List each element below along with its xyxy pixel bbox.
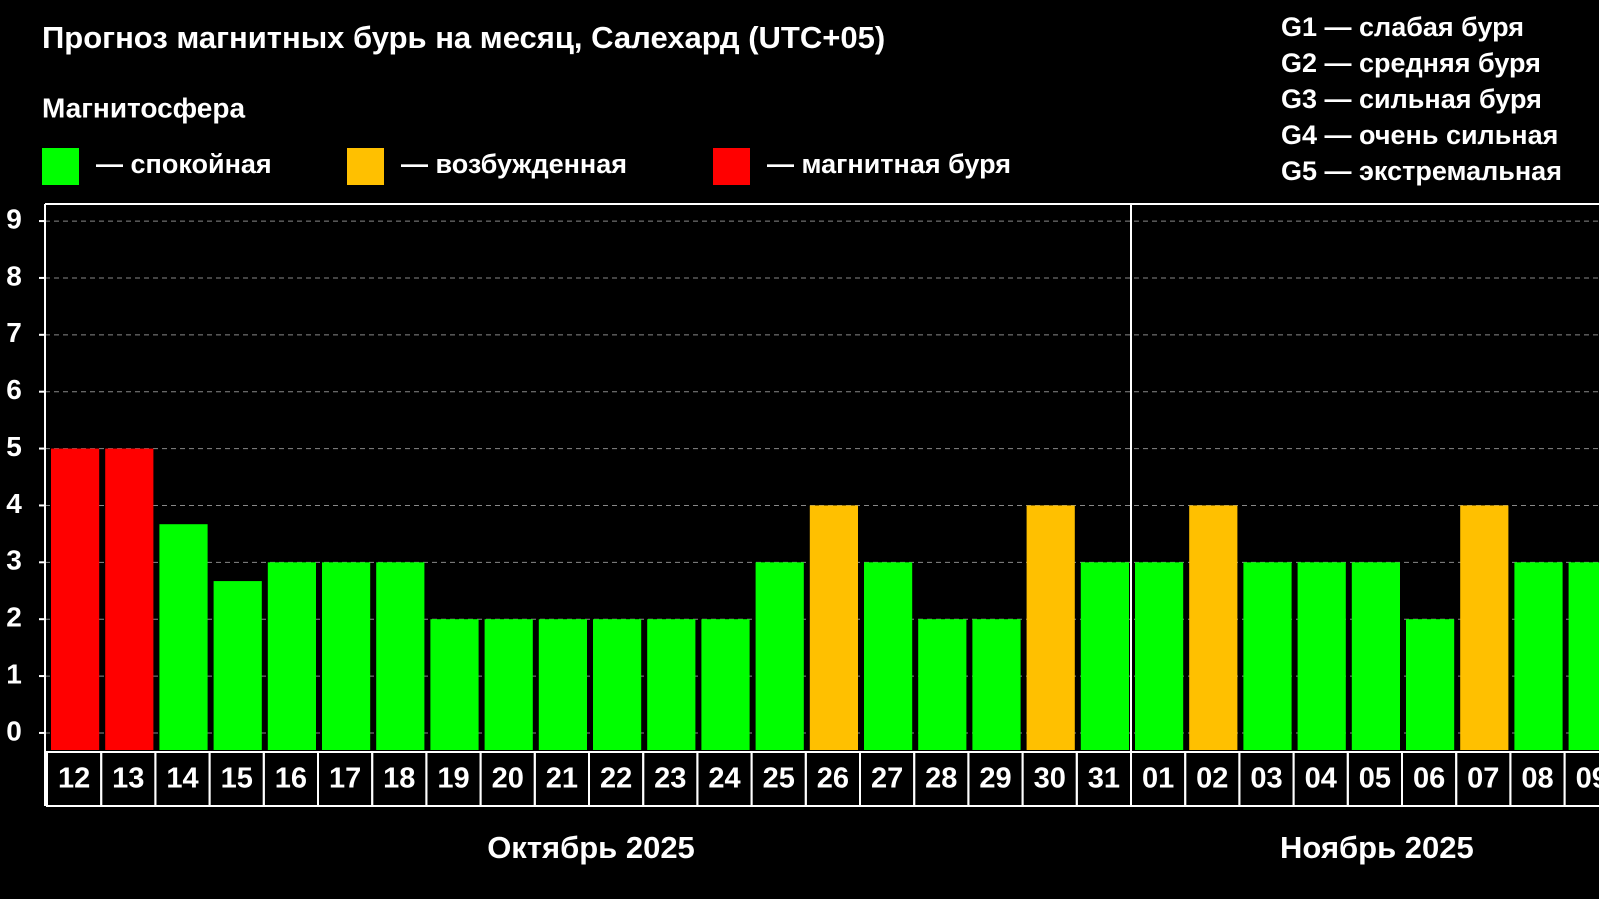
x-tick-label: 01: [1142, 763, 1174, 795]
category-box: [1563, 751, 1599, 807]
bar: [1297, 562, 1346, 750]
bar: [809, 505, 858, 750]
x-tick-label: 20: [492, 763, 524, 795]
legend-label: — магнитная буря: [767, 149, 1011, 179]
bar: [322, 562, 371, 750]
bar: [972, 619, 1021, 750]
bar: [430, 619, 479, 750]
bar: [593, 619, 642, 750]
x-tick-label: 25: [763, 763, 795, 795]
x-tick-label: 30: [1034, 763, 1066, 795]
bar: [1243, 562, 1292, 750]
x-tick-label: 27: [871, 763, 903, 795]
x-tick-label: 03: [1250, 763, 1282, 795]
bar: [484, 619, 533, 750]
storm-scale-note: G4 — очень сильная: [1281, 120, 1558, 150]
x-tick-label: 23: [654, 763, 686, 795]
y-tick-label: 1: [6, 658, 22, 689]
y-tick-label: 5: [6, 431, 22, 462]
storm-scale-note: G3 — сильная буря: [1281, 84, 1542, 114]
legend-label: — возбужденная: [401, 149, 627, 179]
y-tick-label: 0: [6, 715, 22, 746]
x-tick-label: 21: [546, 763, 578, 795]
bar: [755, 562, 804, 750]
legend-swatch: [42, 148, 79, 185]
bar: [105, 448, 154, 750]
y-tick-label: 2: [6, 602, 22, 633]
x-tick-label: 08: [1521, 763, 1553, 795]
chart-subtitle: Магнитосфера: [42, 92, 245, 123]
x-tick-label: 02: [1196, 763, 1228, 795]
bar: [1189, 505, 1238, 750]
legend-swatch: [713, 148, 750, 185]
storm-scale-note: G1 — слабая буря: [1281, 12, 1524, 42]
x-tick-label: 24: [708, 763, 740, 795]
bar: [1080, 562, 1129, 750]
month-label: Ноябрь 2025: [1280, 830, 1474, 865]
bar: [1026, 505, 1075, 750]
chart-title: Прогноз магнитных бурь на месяц, Салехар…: [42, 20, 885, 55]
bar: [647, 619, 696, 750]
y-tick-label: 8: [6, 260, 22, 291]
x-tick-label: 14: [166, 763, 198, 795]
x-tick-label: 29: [979, 763, 1011, 795]
x-tick-label: 19: [437, 763, 469, 795]
y-tick-label: 9: [6, 203, 22, 234]
x-tick-label: 13: [112, 763, 144, 795]
bar: [1135, 562, 1184, 750]
bar: [538, 619, 587, 750]
x-tick-label: 06: [1413, 763, 1445, 795]
bar: [918, 619, 967, 750]
bar: [213, 581, 262, 750]
x-tick-label: 16: [275, 763, 307, 795]
bar: [51, 448, 100, 750]
y-tick-label: 6: [6, 374, 22, 405]
x-tick-label: 12: [58, 763, 90, 795]
x-tick-label: 31: [1088, 763, 1120, 795]
bar: [1568, 562, 1599, 750]
bar: [1460, 505, 1509, 750]
storm-scale-note: G5 — экстремальная: [1281, 156, 1562, 186]
bar: [376, 562, 425, 750]
x-tick-label: 15: [221, 763, 253, 795]
x-tick-label: 26: [817, 763, 849, 795]
x-tick-label: 05: [1359, 763, 1391, 795]
bar: [159, 524, 208, 750]
x-tick-label: 04: [1305, 763, 1337, 795]
x-tick-label: 17: [329, 763, 361, 795]
bar: [864, 562, 913, 750]
bar: [267, 562, 316, 750]
bar: [701, 619, 750, 750]
x-tick-label: 28: [925, 763, 957, 795]
y-tick-label: 4: [6, 488, 22, 519]
legend-swatch: [347, 148, 384, 185]
bar: [1406, 619, 1455, 750]
y-tick-label: 3: [6, 545, 22, 576]
storm-scale-note: G2 — средняя буря: [1281, 48, 1541, 78]
bar: [1514, 562, 1563, 750]
month-label: Октябрь 2025: [487, 830, 695, 865]
bar: [1351, 562, 1400, 750]
x-tick-label: 09: [1576, 763, 1599, 795]
y-tick-label: 7: [6, 317, 22, 348]
x-tick-label: 07: [1467, 763, 1499, 795]
x-tick-label: 18: [383, 763, 415, 795]
x-tick-label: 22: [600, 763, 632, 795]
legend-label: — спокойная: [96, 149, 272, 179]
